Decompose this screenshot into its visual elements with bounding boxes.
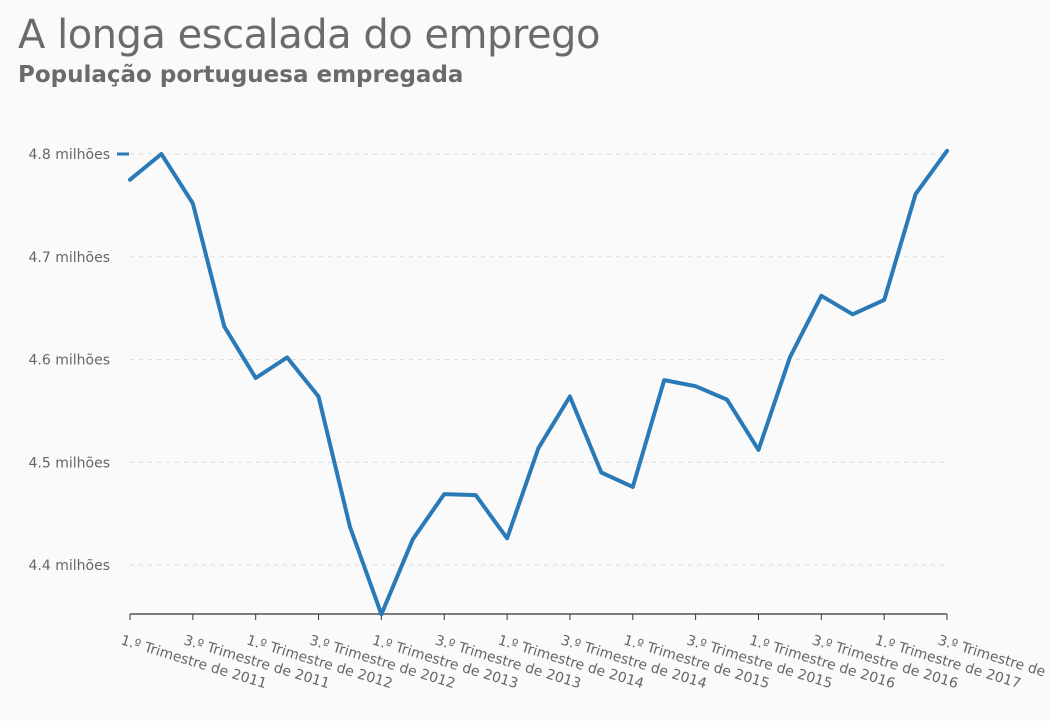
y-axis: 4.4 milhões 4.5 milhões 4.6 milhões 4.7 mil…	[29, 147, 110, 574]
y-tick-label: 4.7 milhões	[29, 250, 110, 266]
y-tick-label: 4.4 milhões	[29, 558, 110, 574]
y-tick-label: 4.6 milhões	[29, 353, 110, 369]
y-tick-label: 4.8 milhões	[29, 147, 110, 163]
chart-subtitle: População portuguesa empregada	[18, 62, 464, 88]
y-tick-label: 4.5 milhões	[29, 455, 110, 471]
series-line-employed-population	[128, 148, 949, 617]
grid-lines	[130, 153, 947, 566]
chart-title: A longa escalada do emprego	[18, 12, 600, 58]
